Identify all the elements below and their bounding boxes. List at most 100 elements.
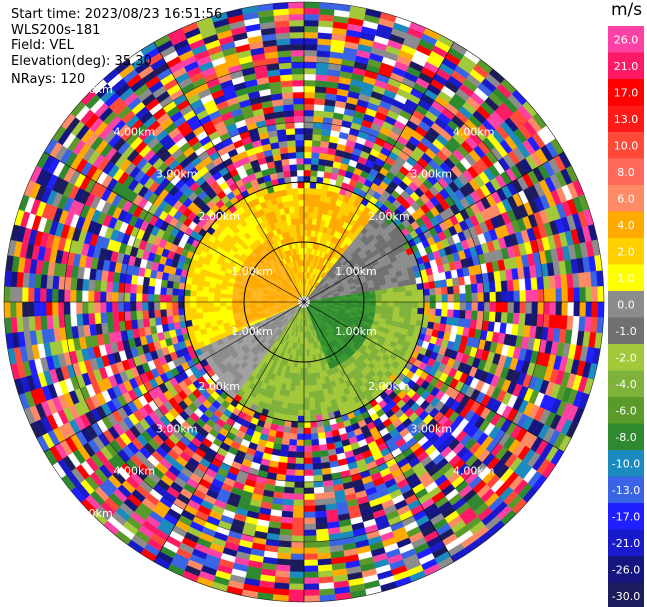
range-gate	[312, 474, 323, 482]
range-gate	[282, 432, 291, 440]
range-gate	[148, 317, 157, 327]
range-gate	[441, 301, 449, 310]
range-gate	[477, 301, 485, 312]
range-gate	[585, 301, 593, 318]
range-gate	[172, 308, 179, 316]
range-gate	[351, 296, 359, 300]
range-gate	[315, 522, 328, 530]
range-gate	[290, 421, 298, 428]
range-gate	[303, 355, 308, 363]
range-gate	[381, 293, 389, 299]
range-gate	[106, 281, 114, 293]
range-gate	[513, 301, 521, 314]
range-gate	[202, 311, 210, 319]
range-gate	[308, 211, 314, 219]
range-gate	[309, 409, 317, 417]
range-gate	[294, 385, 300, 393]
range-gate	[130, 283, 138, 294]
range-gate	[446, 278, 454, 288]
range-gate	[46, 274, 54, 289]
range-gate	[291, 535, 305, 543]
range-gate	[303, 469, 314, 477]
range-gate	[483, 301, 491, 312]
range-gate	[306, 349, 310, 357]
range-gate	[317, 432, 326, 440]
range-gate	[309, 182, 317, 189]
range-gate	[285, 408, 293, 416]
range-gate	[318, 395, 326, 403]
range-gate	[303, 139, 313, 147]
range-gate	[303, 367, 308, 375]
range-gate	[287, 451, 297, 458]
range-gate	[476, 283, 484, 294]
range-gate	[573, 287, 581, 303]
range-gate	[172, 281, 180, 289]
range-gate	[476, 310, 484, 321]
range-gate	[219, 305, 227, 311]
range-gate	[15, 301, 23, 318]
range-gate	[303, 43, 318, 51]
range-gate	[313, 104, 325, 112]
range-gate	[303, 349, 307, 357]
range-gate	[537, 289, 545, 303]
range-gate	[303, 439, 312, 447]
range-gate	[195, 296, 203, 303]
range-gate	[585, 286, 593, 303]
range-gate	[183, 301, 191, 309]
range-gate	[303, 403, 310, 411]
range-gate	[494, 311, 502, 323]
range-gate	[196, 284, 204, 292]
range-gate	[399, 306, 407, 313]
range-gate	[207, 301, 215, 308]
range-gate	[423, 308, 430, 316]
range-gate	[136, 284, 144, 294]
range-gate	[525, 301, 533, 315]
range-gate	[111, 301, 119, 313]
range-gate	[45, 288, 53, 303]
range-gate	[303, 505, 316, 513]
range-gate	[451, 317, 460, 327]
range-gate	[311, 439, 320, 446]
range-gate	[21, 287, 29, 303]
range-gate	[303, 223, 309, 231]
range-gate	[303, 595, 320, 603]
range-gate	[392, 286, 400, 293]
range-gate	[315, 74, 328, 82]
range-gate	[318, 444, 328, 452]
range-gate	[495, 291, 503, 303]
range-gate	[429, 301, 437, 310]
range-gate	[183, 295, 191, 303]
range-gate	[307, 367, 312, 375]
range-gate	[295, 463, 305, 471]
range-gate	[303, 547, 318, 555]
range-gate	[548, 314, 556, 329]
range-gate	[435, 301, 443, 310]
range-gate	[279, 528, 293, 536]
range-gate	[446, 316, 454, 326]
range-gate	[393, 296, 401, 303]
range-gate	[141, 293, 149, 303]
range-gate	[313, 480, 324, 488]
range-gate	[317, 170, 325, 178]
range-gate	[303, 163, 312, 171]
range-gate	[307, 379, 313, 387]
range-gate	[219, 297, 227, 303]
range-gate	[190, 283, 198, 291]
range-gate	[435, 308, 442, 317]
range-gate	[303, 523, 317, 531]
range-gate	[303, 409, 311, 417]
range-gate	[447, 286, 454, 295]
range-gate	[303, 25, 319, 33]
range-gate	[112, 281, 120, 293]
range-gate	[307, 217, 313, 225]
range-gate	[281, 504, 294, 512]
range-gate	[165, 294, 173, 303]
range-gate	[369, 301, 377, 306]
range-gate	[295, 445, 305, 453]
range-gate	[310, 176, 318, 183]
range-gate	[45, 301, 53, 316]
range-gate	[471, 301, 479, 312]
range-gate	[417, 289, 424, 297]
range-gate	[111, 291, 119, 303]
range-gate	[298, 397, 305, 405]
